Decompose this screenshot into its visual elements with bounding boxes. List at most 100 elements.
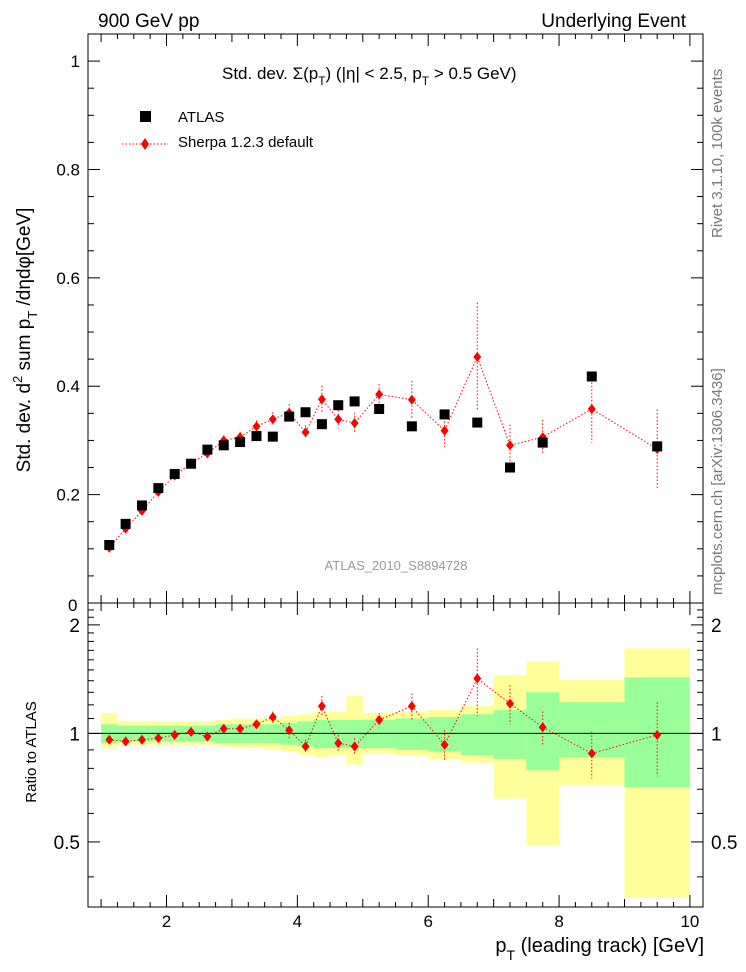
ratio-mc-point bbox=[187, 726, 196, 737]
rivet-label: Rivet 3.1.10, 100k events bbox=[709, 69, 726, 238]
atlas-data-point bbox=[136, 500, 147, 511]
ratio-y-tick-label: 0.5 bbox=[54, 833, 80, 854]
ratio-y-axis-label: Ratio to ATLAS bbox=[23, 701, 40, 802]
ratio-mc-series bbox=[105, 648, 662, 779]
ratio-mc-point bbox=[505, 698, 514, 709]
analysis-watermark: ATLAS_2010_S8894728 bbox=[325, 558, 468, 573]
legend-data-label: ATLAS bbox=[178, 109, 224, 126]
ratio-y-tick-label-right: 2 bbox=[711, 616, 722, 637]
atlas-data-point bbox=[284, 411, 295, 422]
ratio-mc-point bbox=[375, 714, 384, 725]
atlas-data-point bbox=[406, 421, 417, 432]
ratio-uncertainty-bands bbox=[101, 648, 690, 898]
ratio-mc-point bbox=[105, 734, 114, 745]
ratio-y-tick-label-right: 1 bbox=[711, 724, 722, 745]
x-tick-label: 10 bbox=[680, 912, 699, 931]
main-axes: 0.2 0.4 0.6 0.8 1 0 bbox=[56, 33, 704, 615]
ratio-y-tick-label: 1 bbox=[69, 724, 80, 745]
ratio-inner-band bbox=[460, 714, 494, 756]
ratio-mc-point bbox=[268, 712, 277, 723]
ratio-y-tick-label-right: 0.5 bbox=[711, 833, 737, 854]
mc-point bbox=[407, 394, 416, 405]
mc-series-line bbox=[108, 355, 658, 549]
atlas-data-point bbox=[235, 437, 246, 448]
atlas-data-point bbox=[169, 469, 180, 480]
atlas-data-point bbox=[537, 437, 548, 448]
header-left: 900 GeV pp bbox=[98, 11, 199, 32]
main-mc-series bbox=[105, 302, 662, 553]
mc-point bbox=[317, 394, 326, 405]
x-tick-label: 4 bbox=[293, 912, 302, 931]
atlas-data-point bbox=[316, 419, 327, 430]
ratio-mc-point bbox=[170, 729, 179, 740]
atlas-data-point bbox=[267, 431, 278, 442]
ratio-mc-point bbox=[587, 748, 596, 759]
ratio-inner-band bbox=[313, 719, 331, 749]
mc-point bbox=[252, 421, 261, 432]
main-y-tick-label: 1 bbox=[71, 52, 80, 71]
atlas-data-point bbox=[504, 462, 515, 473]
atlas-data-point bbox=[218, 440, 229, 451]
ratio-mc-point bbox=[653, 729, 662, 740]
x-axis-label: pT (leading track) [GeV] bbox=[495, 935, 704, 963]
main-data-series bbox=[104, 371, 663, 551]
atlas-data-point bbox=[251, 431, 262, 442]
mcplots-label: mcplots.cern.ch [arXiv:1306.3436] bbox=[709, 368, 726, 595]
ratio-mc-point bbox=[473, 673, 482, 684]
main-y-tick-label: 0.6 bbox=[56, 269, 80, 288]
ratio-inner-band bbox=[493, 710, 527, 759]
legend-data-marker bbox=[140, 111, 151, 122]
ratio-mc-point bbox=[317, 701, 326, 712]
main-y-tick-label: 0.8 bbox=[56, 160, 80, 179]
legend-mc-label: Sherpa 1.2.3 default bbox=[178, 134, 314, 151]
mc-point bbox=[505, 440, 514, 451]
ratio-mc-point bbox=[285, 725, 294, 736]
mc-point bbox=[301, 427, 310, 438]
main-y-axis-label: Std. dev. d2 sum pT /dηdφ[GeV] bbox=[10, 208, 40, 473]
plot-title: Std. dev. Σ(pT) (|η| < 2.5, pT > 0.5 GeV… bbox=[222, 64, 517, 88]
ratio-inner-band bbox=[297, 721, 314, 747]
ratio-mc-point bbox=[407, 701, 416, 712]
atlas-data-point bbox=[104, 540, 115, 551]
mc-point bbox=[587, 403, 596, 414]
atlas-data-point bbox=[333, 400, 344, 411]
atlas-data-point bbox=[300, 407, 311, 418]
x-tick-label: 2 bbox=[162, 912, 171, 931]
ratio-mc-point bbox=[440, 739, 449, 750]
atlas-data-point bbox=[374, 403, 385, 414]
ratio-mc-point bbox=[137, 734, 146, 745]
ratio-mc-point bbox=[154, 733, 163, 744]
ratio-axes: 0.5 0.5 1 1 2 2 2 4 6 8 10 bbox=[54, 602, 737, 931]
x-tick-label: 6 bbox=[423, 912, 432, 931]
atlas-data-point bbox=[652, 441, 663, 452]
atlas-data-point bbox=[349, 396, 360, 407]
main-y-tick-label-zero: 0 bbox=[68, 596, 77, 615]
mc-point bbox=[440, 425, 449, 436]
ratio-mc-point bbox=[236, 723, 245, 734]
ratio-mc-point bbox=[334, 738, 343, 749]
main-y-tick-label: 0.4 bbox=[56, 377, 80, 396]
ratio-mc-point bbox=[203, 731, 212, 742]
ratio-mc-point bbox=[301, 741, 310, 752]
legend-mc-marker bbox=[141, 138, 149, 150]
atlas-data-point bbox=[439, 409, 450, 420]
ratio-inner-band bbox=[395, 718, 429, 750]
ratio-y-tick-label: 2 bbox=[69, 616, 80, 637]
ratio-inner-band bbox=[346, 719, 363, 749]
atlas-data-point bbox=[153, 483, 164, 494]
ratio-mc-point bbox=[219, 723, 228, 734]
mc-point bbox=[334, 414, 343, 425]
header-right: Underlying Event bbox=[541, 11, 686, 32]
ratio-mc-point bbox=[252, 719, 261, 730]
mc-point bbox=[375, 389, 384, 400]
main-y-tick-label: 0.2 bbox=[56, 486, 80, 505]
atlas-data-point bbox=[202, 444, 213, 455]
legend: ATLAS Sherpa 1.2.3 default bbox=[122, 109, 314, 151]
mc-point bbox=[268, 414, 277, 425]
mc-point bbox=[473, 351, 482, 362]
ratio-inner-band bbox=[330, 719, 347, 749]
atlas-data-point bbox=[186, 458, 197, 469]
ratio-mc-point bbox=[350, 741, 359, 752]
ratio-inner-band bbox=[559, 702, 625, 758]
